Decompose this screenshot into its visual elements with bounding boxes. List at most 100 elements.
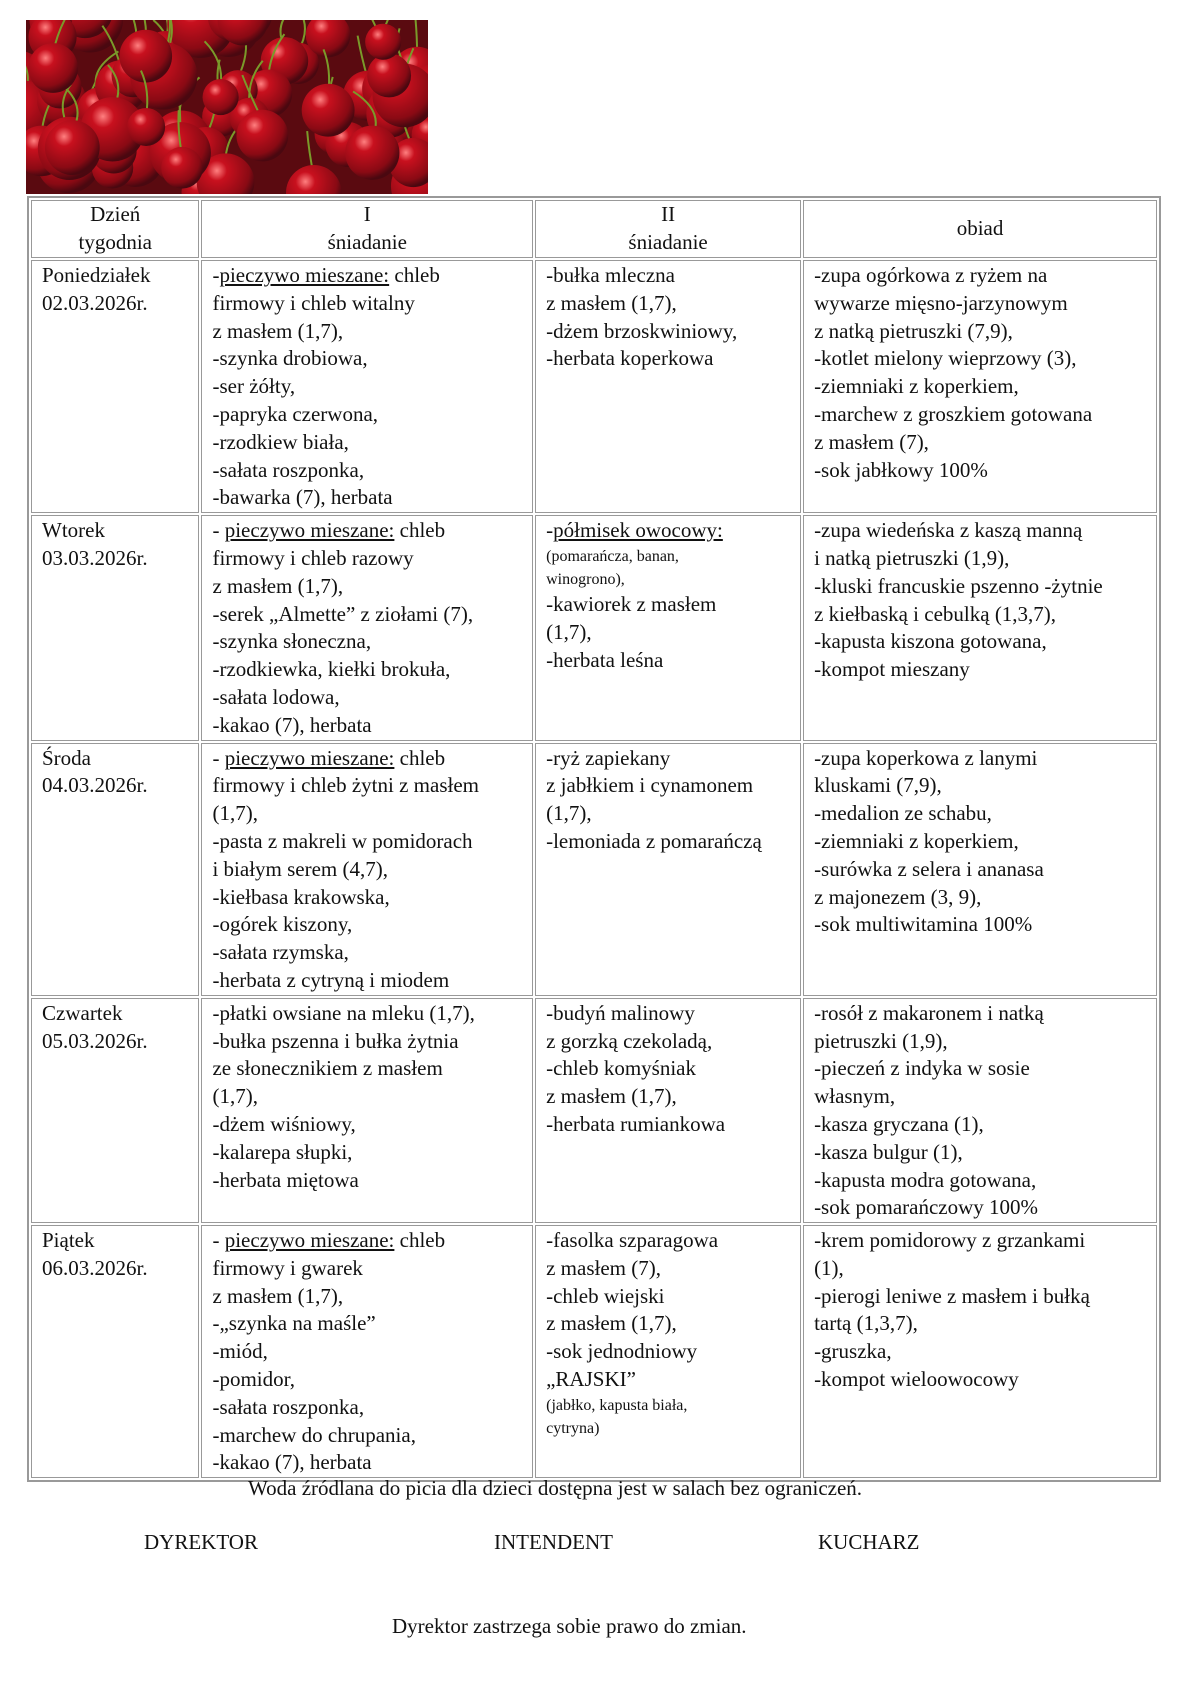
menu-item: firmowy i chleb witalny — [212, 290, 415, 315]
menu-item: -herbata leśna — [546, 647, 664, 672]
menu-item: -krem pomidorowy z grzankami — [814, 1228, 1086, 1253]
breakfast1-cell: - pieczywo mieszane: chleb firmowy i gwar… — [201, 1225, 534, 1479]
table-row: Środa 04.03.2026r. - pieczywo mieszane: ch… — [31, 742, 1157, 996]
cherry — [196, 153, 255, 194]
menu-item: -rosół z makaronem i natką — [814, 1000, 1044, 1025]
menu-item: -sałata lodowa, — [212, 684, 340, 709]
menu-item: z masłem (1,7), — [546, 1311, 677, 1336]
menu-item: -chleb komyśniak — [546, 1056, 696, 1081]
signature-cook: KUCHARZ — [818, 1530, 920, 1554]
menu-item: z kiełbaską i cebulką (1,3,7), — [814, 601, 1057, 626]
cherries-photo — [26, 20, 428, 194]
menu-item: -rzodkiewka, kiełki brokuła, — [212, 657, 451, 682]
menu-item-note: (jabłko, kapusta biała, — [546, 1396, 688, 1414]
menu-item: z masłem (7), — [546, 1255, 661, 1280]
menu-item: -gruszka, — [814, 1339, 892, 1364]
menu-item: (1,7), — [212, 801, 258, 826]
menu-item: -kakao (7), herbata — [212, 712, 372, 737]
day-name: Poniedziałek — [42, 263, 151, 287]
menu-item: -zupa ogórkowa z ryżem na — [814, 263, 1048, 287]
lunch-cell: -krem pomidorowy z grzankami (1), -pierogi… — [803, 1225, 1157, 1479]
breakfast2-cell: -budyń malinowy z gorzką czekoladą, -chleb… — [535, 997, 802, 1224]
item-rest: chleb — [394, 1228, 446, 1253]
menu-item: firmowy i chleb żytni z masłem — [212, 773, 479, 798]
menu-item: -sok jednodniowy — [546, 1339, 698, 1364]
item-prefix: - — [212, 263, 220, 287]
cherry — [202, 79, 239, 116]
day-date: 04.03.2026r. — [42, 773, 148, 798]
menu-item: tartą (1,3,7), — [814, 1311, 918, 1336]
breakfast2-cell: -półmisek owocowy: (pomarańcza, banan, win… — [535, 515, 802, 741]
item-category: pieczywo mieszane: — [219, 263, 390, 287]
menu-item: - pieczywo mieszane: chleb — [212, 1227, 524, 1255]
item-rest: chleb — [394, 518, 446, 543]
menu-item: -ser żółty, — [212, 374, 296, 399]
day-date: 03.03.2026r. — [42, 545, 148, 570]
header-day: Dzień tygodnia — [31, 200, 200, 258]
day-name: Czwartek — [42, 1000, 123, 1025]
cherry — [127, 107, 166, 146]
breakfast1-cell: -pieczywo mieszane: chleb firmowy i chleb… — [201, 260, 534, 514]
menu-item: -płatki owsiane na mleku (1,7), — [212, 1000, 475, 1025]
day-date: 02.03.2026r. — [42, 290, 148, 315]
day-cell: Poniedziałek 02.03.2026r. — [31, 260, 200, 514]
menu-item: -herbata z cytryną i miodem — [212, 967, 450, 992]
menu-item: -budyń malinowy — [546, 1000, 695, 1025]
menu-item: -miód, — [212, 1339, 268, 1364]
day-name: Środa — [42, 745, 91, 770]
menu-item: -dżem brzoskwiniowy, — [546, 318, 738, 343]
menu-item: własnym, — [814, 1084, 896, 1109]
cherry — [217, 20, 269, 46]
menu-item: -serek „Almette” z ziołami (7), — [212, 601, 474, 626]
item-rest: chleb — [394, 745, 446, 770]
menu-item: -sałata roszponka, — [212, 457, 365, 482]
menu-item: -ziemniaki z koperkiem, — [814, 374, 1019, 399]
menu-item: (1), — [814, 1255, 844, 1280]
cherry — [365, 23, 402, 60]
menu-item: z majonezem (3, 9), — [814, 884, 982, 909]
menu-item: firmowy i chleb razowy — [212, 545, 414, 570]
menu-item: -bułka mleczna — [546, 263, 675, 287]
item-category: półmisek owocowy: — [553, 518, 723, 543]
lunch-cell: -zupa koperkowa z lanymi kluskami (7,9), -… — [803, 742, 1157, 996]
menu-item: -lemoniada z pomarańczą — [546, 828, 762, 853]
menu-item: pietruszki (1,9), — [814, 1028, 948, 1053]
menu-item: -pomidor, — [212, 1367, 296, 1392]
menu-item: -„szynka na maśle” — [212, 1311, 376, 1336]
menu-item: i białym serem (4,7), — [212, 856, 389, 881]
menu-item: wywarze mięsno-jarzynowym — [814, 290, 1068, 315]
disclaimer: Dyrektor zastrzega sobie prawo do zmian. — [392, 1614, 747, 1638]
menu-item: -chleb wiejski — [546, 1283, 665, 1308]
day-cell: Środa 04.03.2026r. — [31, 742, 200, 996]
item-prefix: - — [546, 518, 554, 543]
menu-item: -kalarepa słupki, — [212, 1139, 353, 1164]
menu-item: -rzodkiew biała, — [212, 429, 349, 454]
menu-item: -kapusta kiszona gotowana, — [814, 629, 1047, 654]
menu-item: (1,7), — [546, 801, 592, 826]
menu-item-note: cytryna) — [546, 1419, 600, 1437]
menu-item: -sałata roszponka, — [212, 1394, 365, 1419]
menu-item: - pieczywo mieszane: chleb — [212, 517, 524, 545]
menu-item: -kasza gryczana (1), — [814, 1111, 984, 1136]
lunch-cell: -zupa wiedeńska z kaszą manną i natką pi… — [803, 515, 1157, 741]
item-category: pieczywo mieszane: — [224, 518, 395, 543]
menu-item: -sok multiwitamina 100% — [814, 912, 1033, 937]
menu-item: -kapusta modra gotowana, — [814, 1167, 1037, 1192]
menu-item-note: winogrono), — [546, 570, 625, 588]
item-category: pieczywo mieszane: — [224, 1228, 395, 1253]
lunch-cell: -zupa ogórkowa z ryżem na wywarze mięsno-… — [803, 260, 1157, 514]
header-breakfast2: II śniadanie — [535, 200, 802, 258]
menu-item: z masłem (1,7), — [212, 318, 344, 343]
item-prefix: - — [212, 1228, 225, 1253]
item-prefix: - — [212, 518, 225, 543]
menu-item: -kasza bulgur (1), — [814, 1139, 963, 1164]
menu-item: z gorzką czekoladą, — [546, 1028, 713, 1053]
water-note: Woda źródlana do picia dla dzieci dostęp… — [248, 1476, 863, 1500]
table-row: Piątek 06.03.2026r. - pieczywo mieszane: c… — [31, 1225, 1157, 1479]
menu-item: -szynka słoneczna, — [212, 629, 372, 654]
menu-item: -pieczywo mieszane: chleb — [212, 262, 524, 290]
menu-item: z masłem (1,7), — [212, 1283, 344, 1308]
cherry — [286, 164, 342, 194]
menu-item: z jabłkiem i cynamonem — [546, 773, 754, 798]
